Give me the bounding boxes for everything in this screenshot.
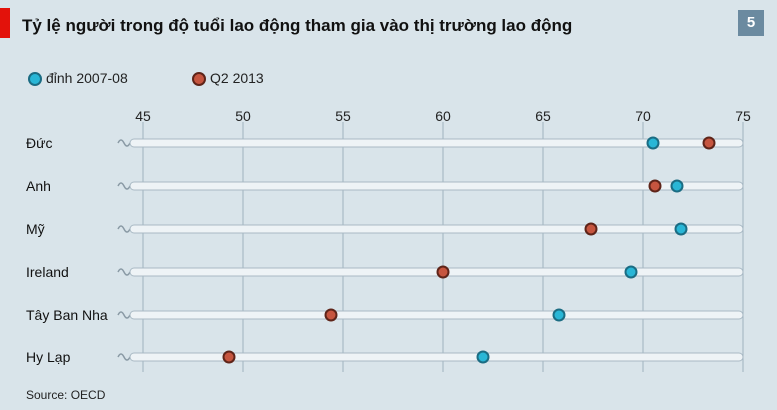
legend-marker-2013 [192, 72, 206, 86]
x-tick-label-70: 70 [635, 108, 651, 124]
dot-peak-5 [476, 350, 490, 364]
brand-accent-mark [0, 8, 10, 38]
dot-peak-0 [646, 136, 660, 150]
dot-2013-5 [222, 350, 236, 364]
dot-peak-2 [674, 222, 688, 236]
legend-marker-peak [28, 72, 42, 86]
axis-break-0 [117, 139, 131, 147]
row-bar-1 [129, 181, 744, 191]
dot-peak-3 [624, 265, 638, 279]
x-tick-label-65: 65 [535, 108, 551, 124]
dot-peak-4 [552, 308, 566, 322]
row-bar-4 [129, 310, 744, 320]
category-label-2: Mỹ [26, 221, 45, 237]
row-bar-5 [129, 352, 744, 362]
dot-2013-3 [436, 265, 450, 279]
category-label-3: Ireland [26, 264, 69, 280]
axis-break-5 [117, 353, 131, 361]
category-label-4: Tây Ban Nha [26, 307, 108, 323]
x-tick-label-50: 50 [235, 108, 251, 124]
dot-2013-4 [324, 308, 338, 322]
category-label-0: Đức [26, 135, 52, 151]
dot-2013-0 [702, 136, 716, 150]
x-tick-label-45: 45 [135, 108, 151, 124]
x-tick-label-75: 75 [735, 108, 751, 124]
row-bar-0 [129, 138, 744, 148]
legend-label-peak: đỉnh 2007-08 [46, 70, 128, 86]
dot-2013-1 [648, 179, 662, 193]
axis-break-3 [117, 268, 131, 276]
category-label-1: Anh [26, 178, 51, 194]
chart-title: Tỷ lệ người trong độ tuổi lao động tham … [22, 16, 573, 35]
legend-item-2013: Q2 2013 [192, 70, 264, 86]
legend-label-2013: Q2 2013 [210, 70, 264, 86]
source-note: Source: OECD [26, 388, 106, 402]
axis-break-2 [117, 225, 131, 233]
legend-item-peak: đỉnh 2007-08 [28, 70, 128, 86]
axis-break-4 [117, 311, 131, 319]
x-tick-label-60: 60 [435, 108, 451, 124]
category-label-5: Hy Lạp [26, 349, 71, 365]
dot-peak-1 [670, 179, 684, 193]
x-tick-label-55: 55 [335, 108, 351, 124]
axis-break-1 [117, 182, 131, 190]
dot-2013-2 [584, 222, 598, 236]
chart-number-badge: 5 [738, 10, 764, 36]
row-bar-2 [129, 224, 744, 234]
